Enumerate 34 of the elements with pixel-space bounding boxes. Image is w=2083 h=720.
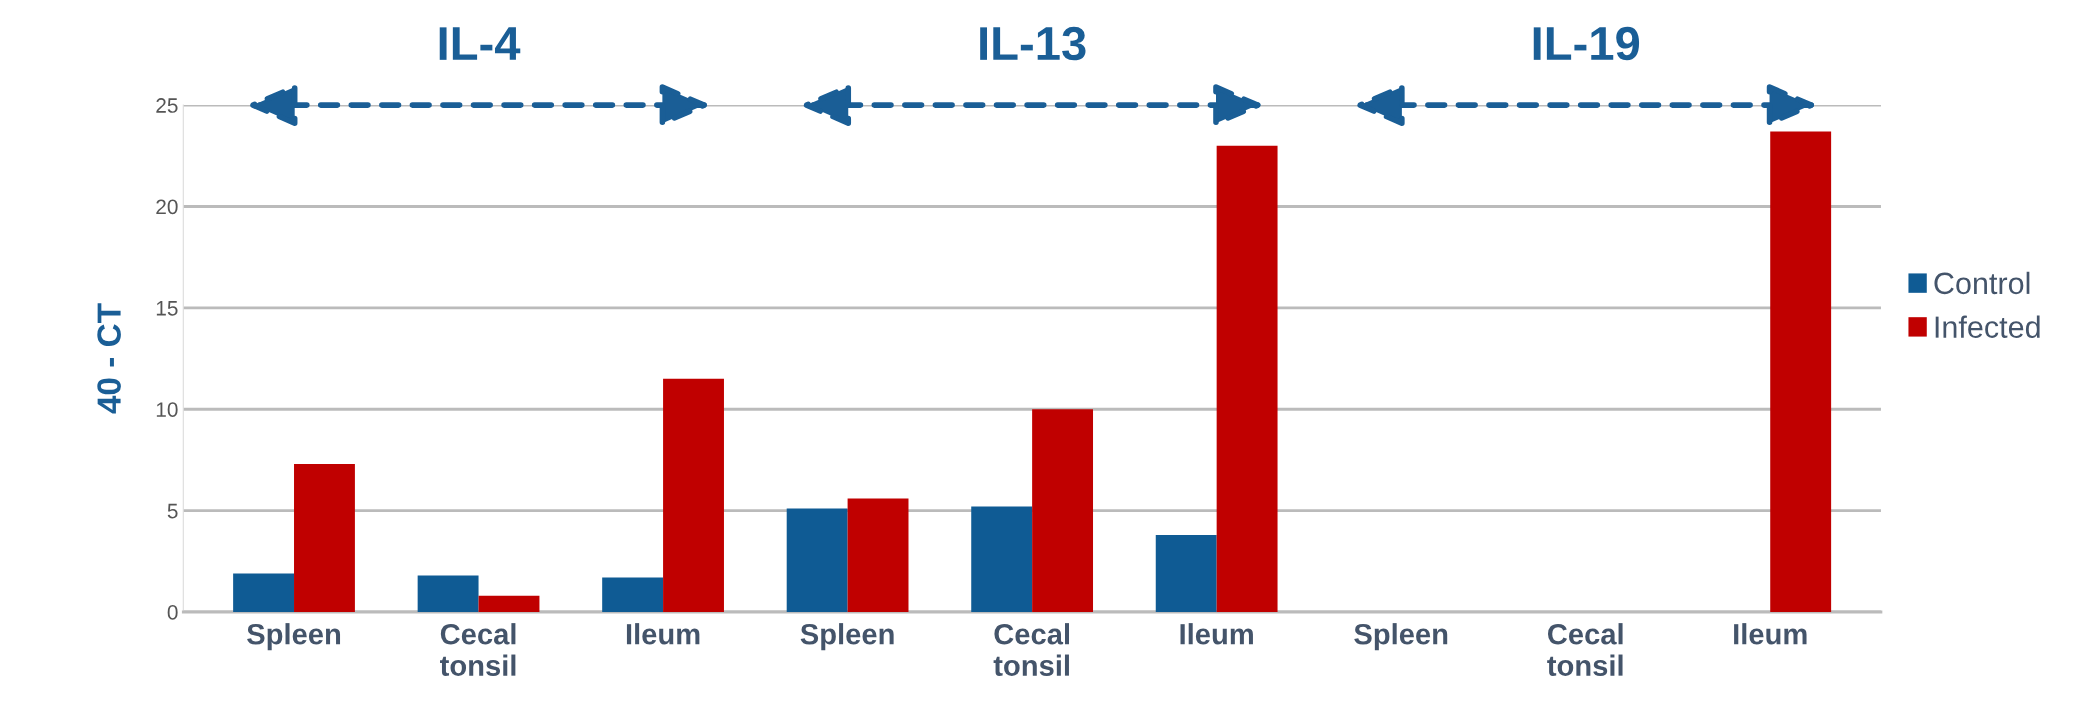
bar: [478, 595, 540, 612]
legend-label: Control: [1934, 271, 2030, 295]
x-tick-label: Spleen: [247, 623, 341, 651]
y-tick-label: 20: [156, 199, 178, 215]
y-tick-label: 5: [167, 503, 178, 519]
bar: [971, 506, 1033, 612]
y-tick-label: 10: [156, 402, 178, 417]
bar: [1770, 131, 1832, 612]
bar: [663, 378, 724, 612]
x-tick-label: Ileum: [626, 623, 700, 645]
x-tick-label: Ileum: [1734, 623, 1807, 645]
bar: [417, 575, 479, 612]
bar: [233, 573, 295, 612]
bar: [786, 508, 848, 612]
x-tick-label: Spleen: [800, 623, 894, 651]
bar: [1155, 534, 1217, 612]
bar: [602, 577, 664, 612]
y-tick-label: 15: [156, 301, 178, 316]
x-tick-label: Spleen: [1354, 623, 1448, 651]
x-tick-label: Ileum: [1180, 623, 1253, 645]
x-tick-label: Cecal tonsil: [440, 623, 516, 676]
y-axis-title: 40 - CT: [97, 303, 121, 414]
bar: [294, 463, 355, 612]
bar: [847, 498, 909, 612]
text: IL-13: [980, 26, 1086, 61]
y-tick-label: 0: [167, 605, 178, 620]
bar: [1032, 409, 1094, 612]
text: IL-19: [1533, 26, 1640, 61]
x-tick-label: Cecal tonsil: [993, 623, 1069, 676]
x-tick-label: Cecal tonsil: [1547, 623, 1623, 676]
y-tick-label: 25: [156, 98, 178, 113]
legend-label: Infected: [1935, 315, 2040, 338]
text: IL-4: [439, 27, 521, 60]
bar: [1216, 145, 1278, 612]
